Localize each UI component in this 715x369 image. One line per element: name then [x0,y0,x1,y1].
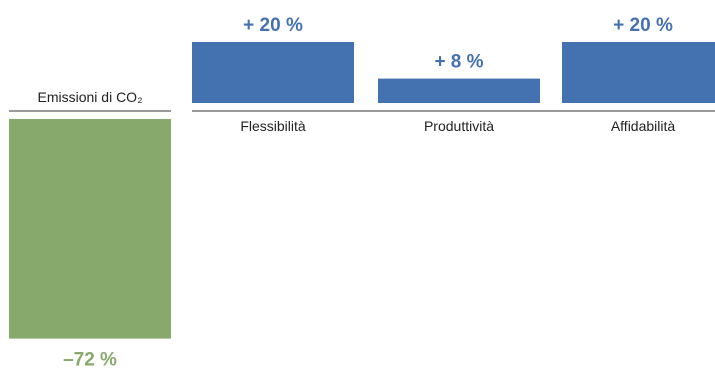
category-label-produttivita: Produttività [424,118,494,134]
category-label-emissioni-di-co: Emissioni di CO₂ [37,89,142,105]
value-label-emissioni-di-co: –72 % [63,350,117,369]
labels: Emissioni di CO₂ –72 % + 20 % Flessibilità +… [37,15,675,369]
value-label-produttivita: + 8 % [434,52,483,73]
category-label-affidabilita: Affidabilità [611,118,676,134]
category-label-flessibilita: Flessibilità [240,118,306,134]
bar-flessibilita [192,42,354,103]
bars [9,42,715,339]
value-label-flessibilita: + 20 % [243,15,303,36]
bar-produttivita [378,78,540,103]
bar-affidabilita [562,42,715,103]
bar-emissioni-di-co [9,119,171,339]
value-label-affidabilita: + 20 % [613,15,673,36]
